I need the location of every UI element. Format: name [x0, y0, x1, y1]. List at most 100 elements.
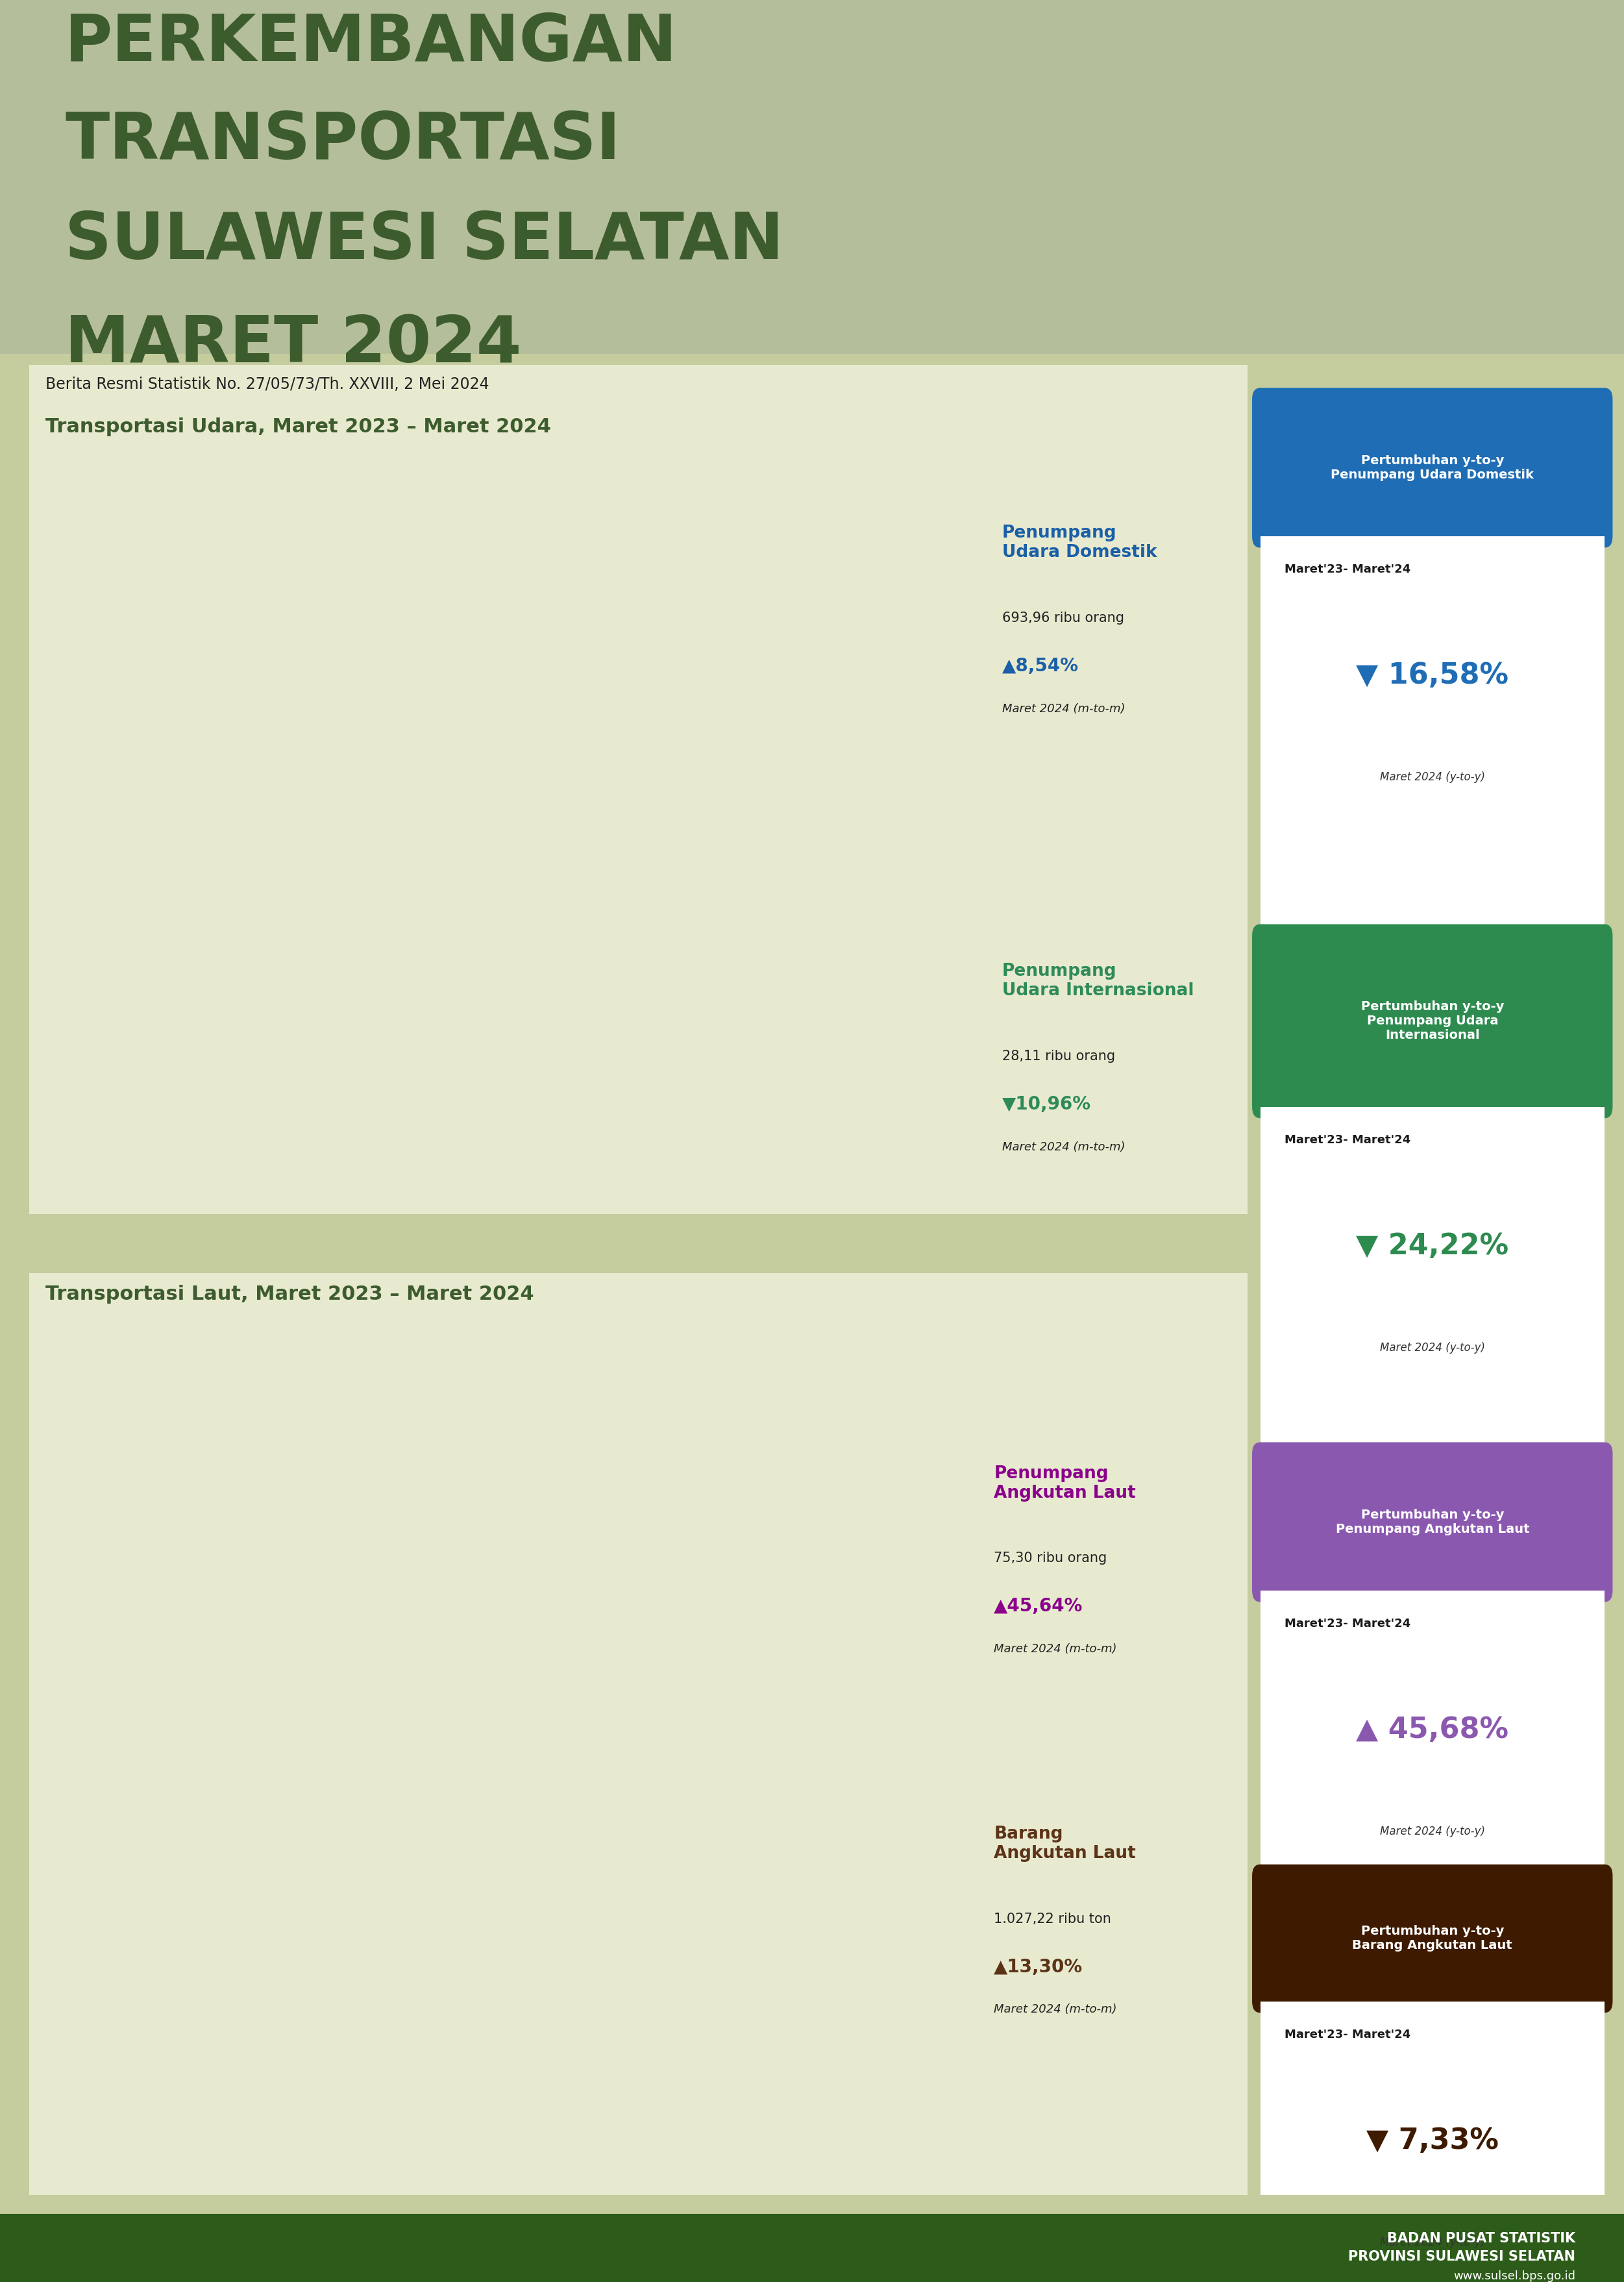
Text: 832,97: 832,97 [630, 678, 661, 687]
Text: 51,6: 51,6 [67, 1721, 86, 1730]
FancyBboxPatch shape [1260, 1107, 1605, 1460]
Text: 693,96: 693,96 [914, 785, 947, 794]
FancyBboxPatch shape [1252, 388, 1613, 548]
Text: 65,41: 65,41 [633, 1638, 659, 1648]
Text: 831,88: 831,88 [60, 680, 93, 689]
Text: 23,69: 23,69 [206, 1109, 232, 1118]
FancyBboxPatch shape [0, 354, 1624, 2214]
Text: 850,49: 850,49 [773, 1912, 804, 1921]
Text: 1007,67: 1007,67 [343, 1871, 380, 1880]
Text: 28,11: 28,11 [918, 1082, 944, 1091]
Text: 808,91: 808,91 [487, 696, 520, 705]
Text: 862,58: 862,58 [702, 655, 732, 664]
Text: PROVINSI SULAWESI SELATAN: PROVINSI SULAWESI SELATAN [1348, 2250, 1575, 2264]
Text: 958,2: 958,2 [206, 584, 232, 593]
Text: 938,75: 938,75 [416, 1889, 448, 1899]
FancyBboxPatch shape [29, 365, 1247, 1214]
FancyBboxPatch shape [1260, 1591, 1605, 1944]
Text: Maret'23- Maret'24: Maret'23- Maret'24 [1285, 1618, 1411, 1629]
Text: MARET 2024: MARET 2024 [65, 313, 521, 377]
FancyBboxPatch shape [1260, 2001, 1605, 2195]
Text: 950,9: 950,9 [278, 1887, 302, 1896]
Text: ▲13,30%: ▲13,30% [994, 1958, 1083, 1976]
Text: 23,21: 23,21 [705, 1111, 729, 1120]
Text: 820,54: 820,54 [417, 687, 448, 696]
Text: 805,78: 805,78 [132, 730, 162, 739]
Text: Pertumbuhan y-to-y
Penumpang Angkutan Laut: Pertumbuhan y-to-y Penumpang Angkutan La… [1335, 1508, 1530, 1536]
Text: Penumpang
Udara Internasional: Penumpang Udara Internasional [1002, 963, 1194, 1000]
Text: 70,82: 70,82 [562, 1618, 588, 1627]
Text: 76,41: 76,41 [490, 1597, 516, 1607]
Text: ▲8,54%: ▲8,54% [1002, 657, 1078, 675]
Text: 37,09: 37,09 [63, 1027, 89, 1036]
Text: 1029,62: 1029,62 [486, 1864, 521, 1874]
Text: 1030,65: 1030,65 [555, 1864, 593, 1874]
Text: Maret 2024 (m-to-m): Maret 2024 (m-to-m) [994, 1643, 1117, 1654]
Text: SULAWESI SELATAN: SULAWESI SELATAN [65, 210, 783, 274]
Text: ▲45,64%: ▲45,64% [994, 1597, 1083, 1616]
Text: 32,29: 32,29 [348, 1057, 374, 1066]
Text: 38,13: 38,13 [419, 1022, 445, 1031]
Text: ▼10,96%: ▼10,96% [1002, 1095, 1091, 1114]
Text: 28,94: 28,94 [278, 1077, 302, 1086]
Text: Maret 2024 (m-to-m): Maret 2024 (m-to-m) [1002, 703, 1125, 714]
Text: 75,30 ribu orang: 75,30 ribu orang [994, 1552, 1108, 1565]
Text: 51,7: 51,7 [778, 1721, 799, 1730]
FancyBboxPatch shape [1252, 1442, 1613, 1602]
Text: www.sulsel.bps.go.id: www.sulsel.bps.go.id [1453, 2271, 1575, 2282]
Text: Maret 2024 (y-to-y): Maret 2024 (y-to-y) [1380, 771, 1484, 783]
Text: 29,15: 29,15 [775, 1075, 801, 1084]
Text: 693,96 ribu orang: 693,96 ribu orang [1002, 612, 1124, 625]
Text: 83,99: 83,99 [135, 1568, 161, 1577]
Text: BADAN PUSAT STATISTIK: BADAN PUSAT STATISTIK [1387, 2232, 1575, 2245]
Text: Maret'23- Maret'24: Maret'23- Maret'24 [1285, 1134, 1411, 1146]
Text: 846,52: 846,52 [559, 669, 591, 678]
Text: 1108,47: 1108,47 [57, 1844, 94, 1853]
Text: Maret'23- Maret'24: Maret'23- Maret'24 [1285, 2029, 1411, 2040]
Text: 31,76: 31,76 [562, 1059, 588, 1068]
Text: 864,87: 864,87 [274, 655, 305, 664]
Text: Penumpang
Angkutan Laut: Penumpang Angkutan Laut [994, 1465, 1135, 1502]
Text: 28,11 ribu orang: 28,11 ribu orang [1002, 1050, 1116, 1063]
Text: Pertumbuhan y-to-y
Penumpang Udara
Internasional: Pertumbuhan y-to-y Penumpang Udara Inter… [1361, 1002, 1504, 1041]
Text: Maret 2024 (y-to-y): Maret 2024 (y-to-y) [1380, 1826, 1484, 1837]
Text: 80,99: 80,99 [846, 1579, 872, 1588]
FancyBboxPatch shape [1252, 1864, 1613, 2013]
Text: 107,38: 107,38 [346, 1481, 377, 1490]
Text: Berita Resmi Statistik No. 27/05/73/Th. XXVIII, 2 Mei 2024: Berita Resmi Statistik No. 27/05/73/Th. … [45, 377, 489, 393]
FancyBboxPatch shape [1260, 536, 1605, 936]
Text: 938,55: 938,55 [702, 1889, 732, 1899]
Text: 20,82: 20,82 [135, 1157, 161, 1166]
Text: ▼ 16,58%: ▼ 16,58% [1356, 662, 1509, 689]
Text: 1027,22: 1027,22 [913, 1867, 948, 1876]
Text: 982,55: 982,55 [346, 564, 377, 573]
Text: Pertumbuhan y-to-y
Penumpang Udara Domestik: Pertumbuhan y-to-y Penumpang Udara Domes… [1330, 454, 1535, 482]
Text: Maret 2024 (y-to-y): Maret 2024 (y-to-y) [1380, 1342, 1484, 1353]
Text: 31,57: 31,57 [846, 1061, 872, 1070]
Text: ▼ 7,33%: ▼ 7,33% [1366, 2127, 1499, 2154]
Text: Maret 2024 (m-to-m): Maret 2024 (m-to-m) [1002, 1141, 1125, 1152]
Text: 35,69: 35,69 [490, 1036, 516, 1045]
Text: 82,2: 82,2 [279, 1575, 300, 1584]
Text: TRANSPORTASI: TRANSPORTASI [65, 110, 620, 173]
Text: 93,68: 93,68 [705, 1531, 729, 1540]
Text: PERKEMBANGAN: PERKEMBANGAN [65, 11, 677, 75]
Text: 83,43: 83,43 [135, 2152, 161, 2161]
Text: Transportasi Udara, Maret 2023 – Maret 2024: Transportasi Udara, Maret 2023 – Maret 2… [45, 418, 551, 436]
FancyBboxPatch shape [1252, 924, 1613, 1118]
Text: 945,78: 945,78 [203, 1887, 234, 1896]
Text: 747,62: 747,62 [844, 744, 875, 753]
Text: ▲ 45,68%: ▲ 45,68% [1356, 1716, 1509, 1743]
Text: Maret'23- Maret'24: Maret'23- Maret'24 [1285, 564, 1411, 575]
Text: Transportasi Laut, Maret 2023 – Maret 2024: Transportasi Laut, Maret 2023 – Maret 20… [45, 1285, 534, 1303]
Text: 79,9: 79,9 [422, 1584, 442, 1593]
Text: 1.027,22 ribu ton: 1.027,22 ribu ton [994, 1912, 1111, 1926]
Text: Barang
Angkutan Laut: Barang Angkutan Laut [994, 1826, 1135, 1862]
Text: 639,37: 639,37 [773, 826, 804, 835]
Text: 906,64: 906,64 [844, 1899, 875, 1908]
Text: 31,23: 31,23 [633, 1063, 659, 1073]
Text: Pertumbuhan y-to-y
Barang Angkutan Laut: Pertumbuhan y-to-y Barang Angkutan Laut [1353, 1926, 1512, 1951]
FancyBboxPatch shape [0, 2214, 1624, 2282]
FancyBboxPatch shape [29, 1273, 1247, 2195]
Text: ▼ 24,22%: ▼ 24,22% [1356, 1232, 1509, 1260]
